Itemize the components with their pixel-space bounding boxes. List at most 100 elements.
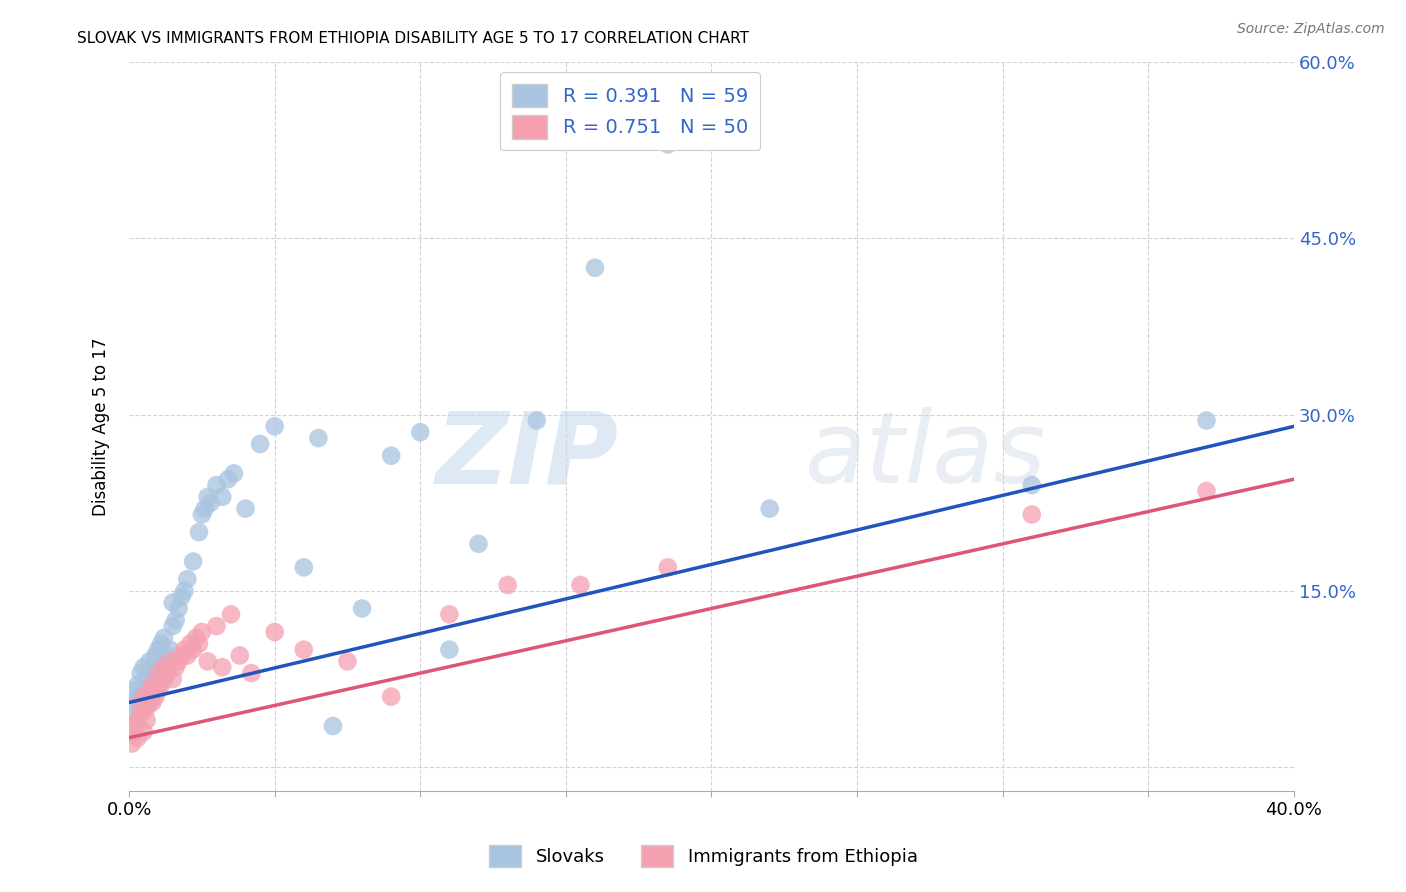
Point: [156, 648, 179, 663]
Point: [1021, 508, 1043, 522]
Point: [1195, 413, 1218, 427]
Point: [165, 613, 187, 627]
Point: [170, 590, 193, 604]
Point: [162, 619, 184, 633]
Point: [148, 666, 170, 681]
Point: [569, 578, 592, 592]
Point: [526, 413, 548, 427]
Point: [135, 683, 157, 698]
Point: [138, 654, 160, 668]
Point: [205, 619, 228, 633]
Point: [211, 660, 233, 674]
Point: [1021, 478, 1043, 492]
Point: [153, 631, 176, 645]
Point: [127, 678, 149, 692]
Point: [121, 737, 143, 751]
Point: [143, 648, 166, 663]
Point: [467, 537, 489, 551]
Point: [129, 666, 152, 681]
Point: [194, 501, 217, 516]
Text: ZIP: ZIP: [436, 407, 619, 504]
Point: [132, 660, 155, 674]
Legend: R = 0.391   N = 59, R = 0.751   N = 50: R = 0.391 N = 59, R = 0.751 N = 50: [501, 72, 759, 151]
Point: [657, 560, 679, 574]
Point: [127, 690, 149, 704]
Point: [124, 707, 146, 722]
Point: [263, 419, 285, 434]
Point: [217, 472, 239, 486]
Point: [124, 683, 146, 698]
Point: [409, 425, 432, 440]
Point: [380, 449, 402, 463]
Point: [292, 642, 315, 657]
Point: [322, 719, 344, 733]
Point: [148, 642, 170, 657]
Point: [170, 648, 193, 663]
Point: [129, 701, 152, 715]
Point: [153, 672, 176, 686]
Point: [159, 642, 181, 657]
Point: [141, 660, 163, 674]
Text: atlas: atlas: [804, 407, 1046, 504]
Point: [336, 654, 359, 668]
Point: [307, 431, 329, 445]
Point: [167, 601, 190, 615]
Point: [121, 696, 143, 710]
Point: [1195, 483, 1218, 498]
Point: [121, 719, 143, 733]
Point: [181, 554, 204, 568]
Point: [249, 437, 271, 451]
Point: [132, 690, 155, 704]
Point: [439, 607, 461, 622]
Point: [143, 690, 166, 704]
Point: [197, 490, 219, 504]
Point: [141, 672, 163, 686]
Point: [188, 525, 211, 540]
Point: [229, 648, 252, 663]
Point: [143, 683, 166, 698]
Point: [380, 690, 402, 704]
Text: SLOVAK VS IMMIGRANTS FROM ETHIOPIA DISABILITY AGE 5 TO 17 CORRELATION CHART: SLOVAK VS IMMIGRANTS FROM ETHIOPIA DISAB…: [77, 31, 749, 46]
Point: [176, 648, 198, 663]
Point: [167, 654, 190, 668]
Point: [181, 642, 204, 657]
Y-axis label: Disability Age 5 to 17: Disability Age 5 to 17: [93, 337, 110, 516]
Point: [211, 490, 233, 504]
Point: [141, 678, 163, 692]
Point: [188, 637, 211, 651]
Point: [162, 672, 184, 686]
Point: [138, 696, 160, 710]
Point: [200, 496, 222, 510]
Point: [176, 572, 198, 586]
Point: [141, 696, 163, 710]
Point: [135, 672, 157, 686]
Point: [138, 683, 160, 698]
Point: [162, 596, 184, 610]
Point: [657, 137, 679, 152]
Point: [156, 666, 179, 681]
Point: [165, 660, 187, 674]
Point: [153, 660, 176, 674]
Point: [150, 666, 173, 681]
Point: [173, 583, 195, 598]
Point: [150, 678, 173, 692]
Point: [135, 713, 157, 727]
Point: [205, 478, 228, 492]
Point: [292, 560, 315, 574]
Point: [758, 501, 780, 516]
Point: [191, 508, 214, 522]
Point: [240, 666, 263, 681]
Point: [173, 642, 195, 657]
Point: [150, 637, 173, 651]
Point: [184, 631, 207, 645]
Point: [138, 678, 160, 692]
Point: [219, 607, 242, 622]
Point: [124, 724, 146, 739]
Point: [439, 642, 461, 657]
Point: [222, 467, 245, 481]
Point: [132, 696, 155, 710]
Point: [263, 625, 285, 640]
Point: [148, 672, 170, 686]
Point: [135, 701, 157, 715]
Point: [583, 260, 606, 275]
